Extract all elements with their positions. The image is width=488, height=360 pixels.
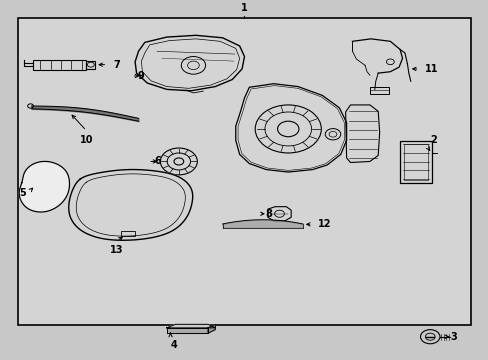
Text: 3: 3 — [450, 332, 456, 342]
Text: 2: 2 — [429, 135, 436, 145]
Polygon shape — [19, 161, 69, 212]
Polygon shape — [166, 328, 207, 333]
Text: 12: 12 — [318, 219, 331, 229]
Text: 1: 1 — [241, 3, 247, 13]
FancyBboxPatch shape — [19, 18, 469, 325]
Text: 6: 6 — [154, 157, 161, 166]
Text: 11: 11 — [425, 64, 438, 74]
Text: 4: 4 — [170, 340, 177, 350]
Text: 13: 13 — [110, 245, 123, 255]
Polygon shape — [207, 324, 215, 333]
Text: 5: 5 — [19, 188, 26, 198]
Polygon shape — [166, 324, 215, 328]
Text: 7: 7 — [113, 60, 120, 69]
Text: 10: 10 — [80, 135, 93, 145]
Text: 9: 9 — [137, 71, 144, 81]
Polygon shape — [69, 170, 192, 240]
Text: 8: 8 — [264, 209, 271, 219]
